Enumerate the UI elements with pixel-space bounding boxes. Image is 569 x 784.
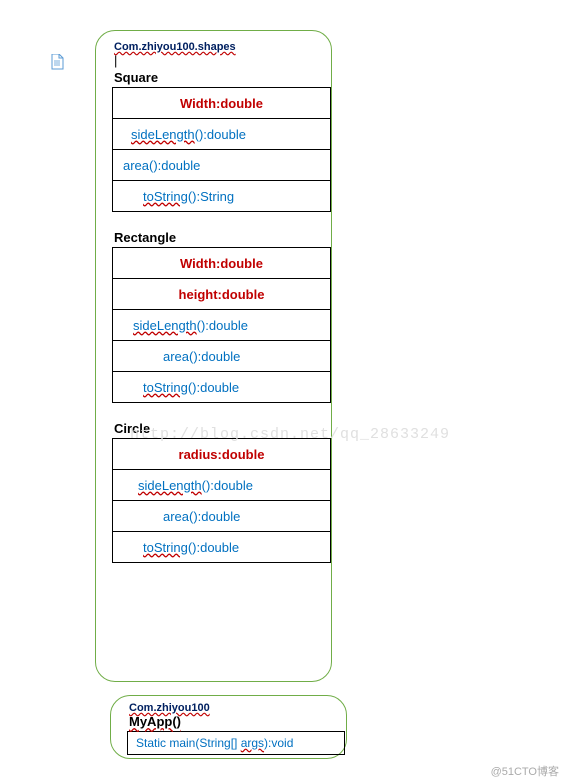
field-cell: Width:double: [113, 248, 331, 279]
field-cell: radius:double: [113, 439, 331, 470]
method-cell: area():double: [113, 150, 331, 181]
package-app-title: Com.zhiyou100: [129, 702, 346, 714]
field-cell: height:double: [113, 279, 331, 310]
app-method-cell: Static main(String[] args):void: [128, 732, 345, 755]
footer-attribution: @51CTO博客: [491, 763, 559, 779]
class-table-circle: radius:doublesideLength():doublearea():d…: [112, 438, 331, 563]
app-method-table: Static main(String[] args):void: [127, 731, 345, 755]
class-title-square: Square: [114, 70, 331, 85]
method-cell: sideLength():double: [113, 470, 331, 501]
class-title-circle: Circle: [114, 421, 331, 436]
field-cell: Width:double: [113, 88, 331, 119]
class-title-rectangle: Rectangle: [114, 230, 331, 245]
app-class-name: MyApp(): [129, 714, 346, 729]
method-cell: area():double: [113, 341, 331, 372]
package-app-box: Com.zhiyou100 MyApp() Static main(String…: [110, 695, 347, 759]
package-main-box: Com.zhiyou100.shapes | Square Width:doubl…: [95, 30, 332, 682]
method-cell: area():double: [113, 501, 331, 532]
class-table-rectangle: Width:doubleheight:doublesideLength():do…: [112, 247, 331, 403]
package-main-title: Com.zhiyou100.shapes: [114, 41, 331, 53]
method-cell: sideLength():double: [113, 310, 331, 341]
method-cell: toString():String: [113, 181, 331, 212]
text-cursor: |: [114, 53, 331, 68]
method-cell: sideLength():double: [113, 119, 331, 150]
class-table-square: Width:doublesideLength():doublearea():do…: [112, 87, 331, 212]
method-cell: toString():double: [113, 532, 331, 563]
method-cell: toString():double: [113, 372, 331, 403]
document-icon: [50, 54, 64, 70]
